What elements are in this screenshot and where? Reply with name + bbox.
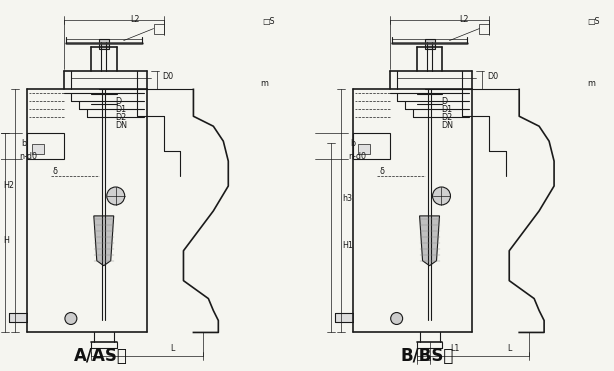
Text: H2: H2: [3, 181, 14, 190]
Bar: [480, 24, 489, 33]
Text: D2: D2: [115, 113, 127, 122]
Circle shape: [391, 312, 403, 325]
Text: m: m: [587, 79, 595, 88]
Text: D1: D1: [441, 105, 453, 114]
Text: h3: h3: [342, 194, 352, 203]
Text: b: b: [350, 139, 355, 148]
Text: b: b: [21, 139, 26, 148]
Bar: [32, 144, 44, 154]
Text: n-d0: n-d0: [19, 152, 37, 161]
Text: D: D: [441, 97, 448, 106]
Bar: [424, 39, 435, 49]
Text: H1: H1: [342, 241, 353, 250]
Bar: [358, 144, 370, 154]
Text: D0: D0: [488, 72, 499, 81]
Text: L1: L1: [450, 344, 459, 353]
Text: A/AS型: A/AS型: [74, 347, 128, 365]
Bar: [9, 312, 27, 322]
Text: L2: L2: [459, 15, 469, 24]
Bar: [353, 133, 390, 159]
Polygon shape: [419, 216, 440, 266]
Text: □S: □S: [262, 17, 275, 26]
Text: DN: DN: [115, 121, 128, 130]
Text: δ: δ: [53, 167, 58, 175]
Text: D: D: [115, 97, 122, 106]
Text: □S: □S: [587, 17, 600, 26]
Bar: [335, 312, 353, 322]
Text: L: L: [170, 344, 175, 353]
Text: n-d0: n-d0: [348, 152, 366, 161]
Text: B/BS型: B/BS型: [401, 347, 454, 365]
Text: D1: D1: [115, 105, 127, 114]
Circle shape: [432, 187, 451, 205]
Text: D0: D0: [163, 72, 174, 81]
Bar: [27, 133, 64, 159]
Text: H: H: [3, 236, 9, 245]
Polygon shape: [94, 216, 114, 266]
Text: D2: D2: [441, 113, 453, 122]
Text: m: m: [260, 79, 268, 88]
Text: L: L: [507, 344, 511, 353]
Bar: [99, 39, 109, 49]
Text: L2: L2: [131, 15, 140, 24]
Circle shape: [65, 312, 77, 325]
Circle shape: [107, 187, 125, 205]
Bar: [154, 24, 163, 33]
Text: δ: δ: [379, 167, 385, 175]
Text: DN: DN: [441, 121, 454, 130]
